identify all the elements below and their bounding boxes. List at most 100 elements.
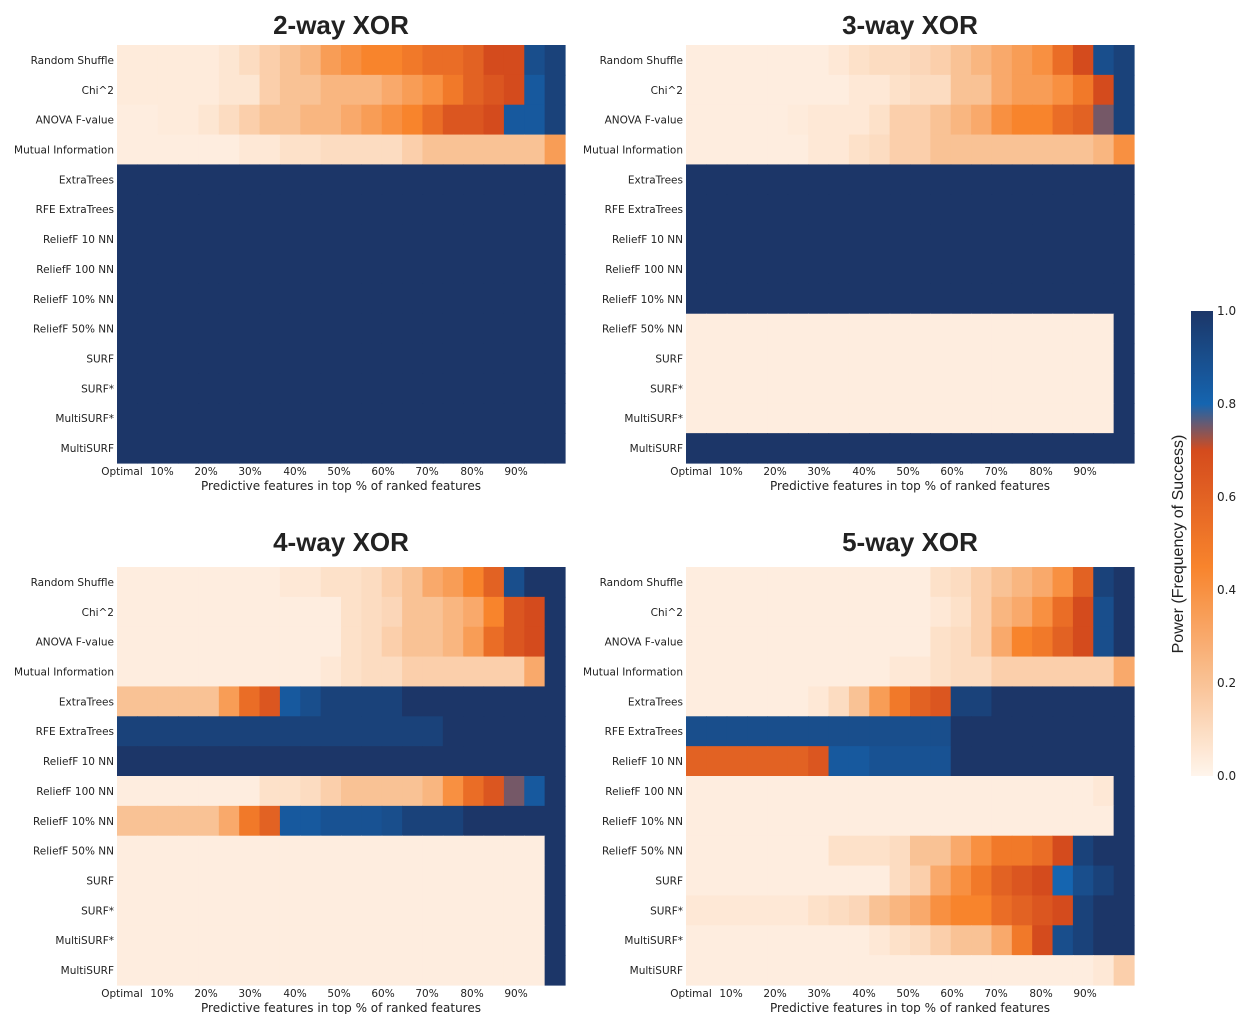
heatmap-cell: [767, 656, 789, 688]
row-label: ReliefF 100 NN: [605, 264, 683, 276]
heatmap-cell: [442, 134, 464, 166]
heatmap-cell: [971, 746, 993, 777]
heatmap-cell: [848, 656, 870, 688]
heatmap-cell: [686, 224, 707, 255]
heatmap-cell: [442, 567, 464, 598]
heatmap-cell: [686, 194, 707, 225]
heatmap-cell: [279, 433, 301, 464]
heatmap-cell: [1011, 746, 1033, 777]
heatmap-cell: [1011, 403, 1033, 434]
heatmap-cell: [930, 45, 952, 76]
heatmap-cell: [117, 805, 138, 837]
heatmap-cell: [463, 283, 485, 315]
row-label: Mutual Information: [583, 145, 683, 157]
heatmap-cell: [117, 403, 138, 434]
x-tick-label: 80%: [460, 988, 483, 1000]
heatmap-cell: [442, 433, 464, 464]
heatmap-cell: [320, 433, 342, 464]
heatmap-cell: [320, 626, 342, 658]
colorbar-tick-label: 0.2: [1217, 676, 1236, 690]
heatmap-cell: [300, 373, 322, 404]
heatmap-cell: [991, 746, 1013, 777]
heatmap-cell: [463, 194, 485, 225]
heatmap-cell: [157, 835, 179, 867]
heatmap-cell: [442, 283, 464, 315]
heatmap-cell: [259, 45, 281, 76]
heatmap-cell: [402, 716, 424, 747]
heatmap-cell: [402, 194, 424, 225]
x-tick-label: 20%: [763, 988, 786, 1000]
heatmap-cell: [828, 283, 850, 315]
x-tick-label: 60%: [371, 988, 394, 1000]
heatmap-cell: [279, 686, 301, 717]
row-label: Random Shuffle: [31, 577, 114, 589]
heatmap-cell: [1093, 194, 1115, 225]
heatmap-cell: [544, 746, 566, 777]
row-label: ReliefF 50% NN: [602, 324, 683, 336]
heatmap-cell: [137, 373, 159, 404]
heatmap-cell: [544, 283, 566, 315]
heatmap-cell: [686, 254, 707, 285]
heatmap-cell: [279, 313, 301, 345]
heatmap-cell: [1032, 433, 1054, 464]
heatmap-cell: [950, 596, 972, 628]
heatmap-cell: [971, 254, 993, 285]
heatmap-cell: [1011, 164, 1033, 195]
heatmap-cell: [198, 403, 220, 434]
heatmap-cell: [381, 313, 403, 345]
heatmap-cell: [889, 596, 911, 628]
heatmap-cell: [483, 686, 505, 717]
heatmap-cell: [726, 716, 748, 747]
heatmap-cell: [361, 224, 383, 255]
heatmap-cell: [1052, 194, 1074, 225]
heatmap-cell: [239, 686, 261, 717]
heatmap-cell: [991, 433, 1013, 464]
heatmap-cell: [1072, 194, 1094, 225]
heatmap-cell: [1072, 925, 1094, 956]
heatmap-cell: [848, 74, 870, 106]
heatmap-cell: [1052, 925, 1074, 956]
heatmap-cell: [198, 925, 220, 956]
heatmap-cell: [930, 805, 952, 837]
heatmap-cell: [808, 134, 830, 166]
heatmap-cell: [402, 746, 424, 777]
heatmap-cell: [767, 895, 789, 926]
heatmap-cell: [381, 835, 403, 867]
heatmap-cell: [524, 805, 546, 837]
heatmap-cell: [463, 955, 485, 986]
heatmap-cell: [218, 104, 240, 136]
heatmap-cell: [1093, 373, 1115, 404]
heatmap-cell: [706, 835, 728, 867]
heatmap-cell: [1113, 74, 1135, 106]
heatmap-cell: [767, 373, 789, 404]
heatmap-cell: [157, 596, 179, 628]
heatmap-cell: [503, 746, 525, 777]
heatmap-cell: [828, 433, 850, 464]
heatmap-cell: [524, 895, 546, 926]
heatmap-cell: [157, 895, 179, 926]
row-label: SURF: [86, 354, 114, 366]
heatmap-cell: [198, 373, 220, 404]
heatmap-cell: [808, 567, 830, 598]
heatmap-cell: [239, 835, 261, 867]
heatmap-cell: [524, 835, 546, 867]
heatmap-cell: [524, 865, 546, 897]
heatmap-cell: [524, 925, 546, 956]
heatmap-cell: [869, 134, 891, 166]
heatmap-cell: [1011, 895, 1033, 926]
heatmap-cell: [808, 343, 830, 375]
heatmap-cell: [300, 74, 322, 106]
heatmap-cell: [869, 343, 891, 375]
heatmap-cell: [463, 776, 485, 807]
heatmap-cell: [808, 835, 830, 867]
x-tick-label: 50%: [327, 988, 350, 1000]
heatmap-cell: [300, 104, 322, 136]
heatmap-cell: [808, 104, 830, 136]
heatmap-cell: [889, 895, 911, 926]
heatmap-cell: [869, 805, 891, 837]
heatmap-cell: [503, 343, 525, 375]
heatmap-cell: [341, 686, 362, 717]
heatmap-cell: [1032, 283, 1054, 315]
row-label: ReliefF 100 NN: [605, 786, 683, 798]
heatmap-cell: [239, 805, 261, 837]
